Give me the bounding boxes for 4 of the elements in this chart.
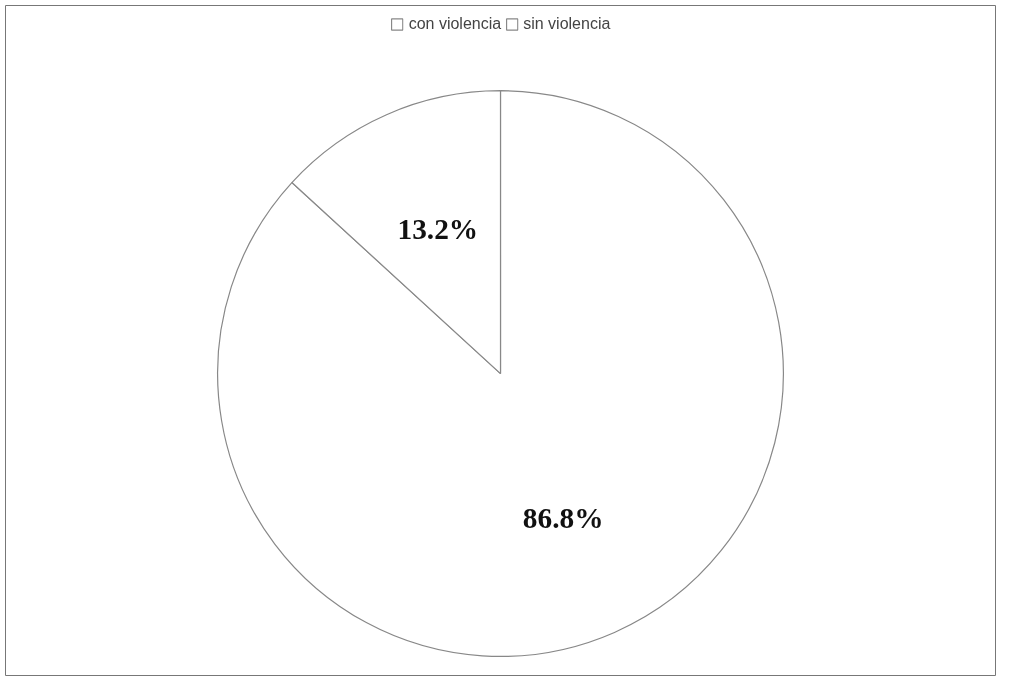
- data-label: 13.2%: [397, 212, 479, 245]
- legend-label: con violencia: [408, 15, 502, 33]
- data-label: 86.8%: [522, 502, 604, 535]
- legend-label: sin violencia: [523, 15, 611, 33]
